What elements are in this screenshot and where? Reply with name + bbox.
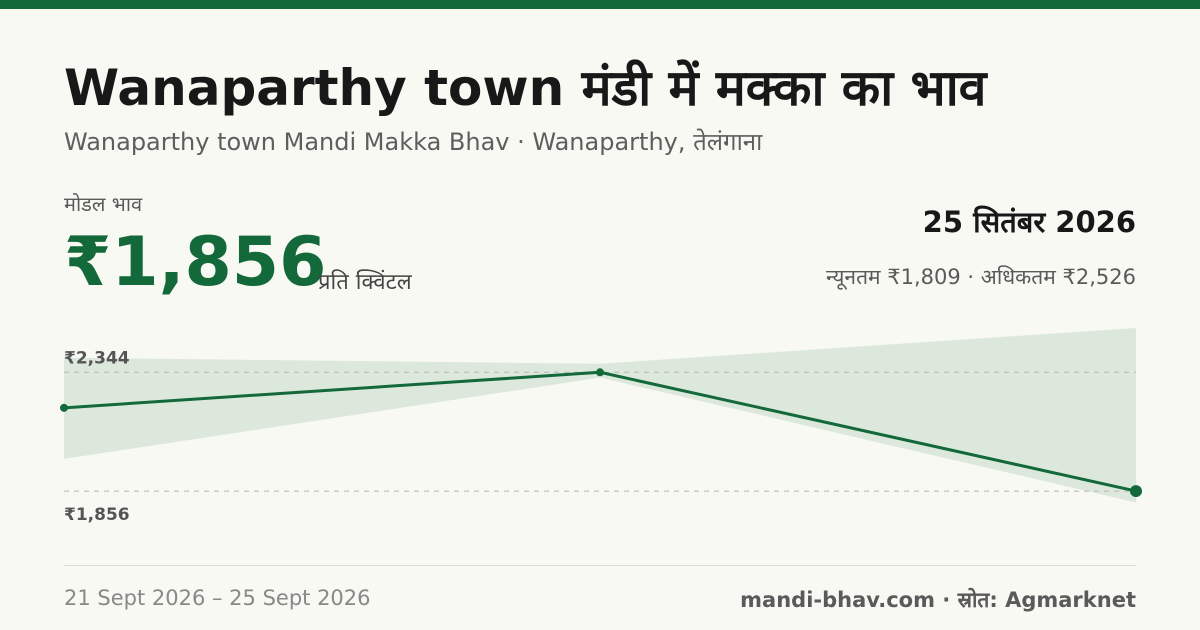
top-accent-bar (0, 0, 1200, 9)
y-tick-label: ₹1,856 (64, 505, 130, 525)
price-unit: प्रति क्विंटल (318, 270, 412, 295)
data-point (60, 403, 68, 412)
modal-price-value: ₹1,856 (64, 223, 327, 302)
modal-price-label: मोडल भाव (64, 192, 143, 216)
page-subtitle: Wanaparthy town Mandi Makka Bhav · Wanap… (64, 128, 763, 156)
min-max-band (64, 327, 1136, 503)
data-point (596, 368, 604, 377)
data-point (1130, 485, 1142, 498)
min-max-range: न्यूनतम ₹1,809 · अधिकतम ₹2,526 (826, 265, 1136, 289)
footer-date-range: 21 Sept 2026 – 25 Sept 2026 (64, 586, 371, 610)
footer-source: mandi-bhav.com · स्रोत: Agmarknet (740, 588, 1136, 612)
page-title: Wanaparthy town मंडी में मक्का का भाव (64, 59, 987, 117)
y-tick-label: ₹2,344 (64, 348, 130, 368)
price-date: 25 सितंबर 2026 (922, 205, 1136, 239)
footer-divider (64, 565, 1136, 566)
